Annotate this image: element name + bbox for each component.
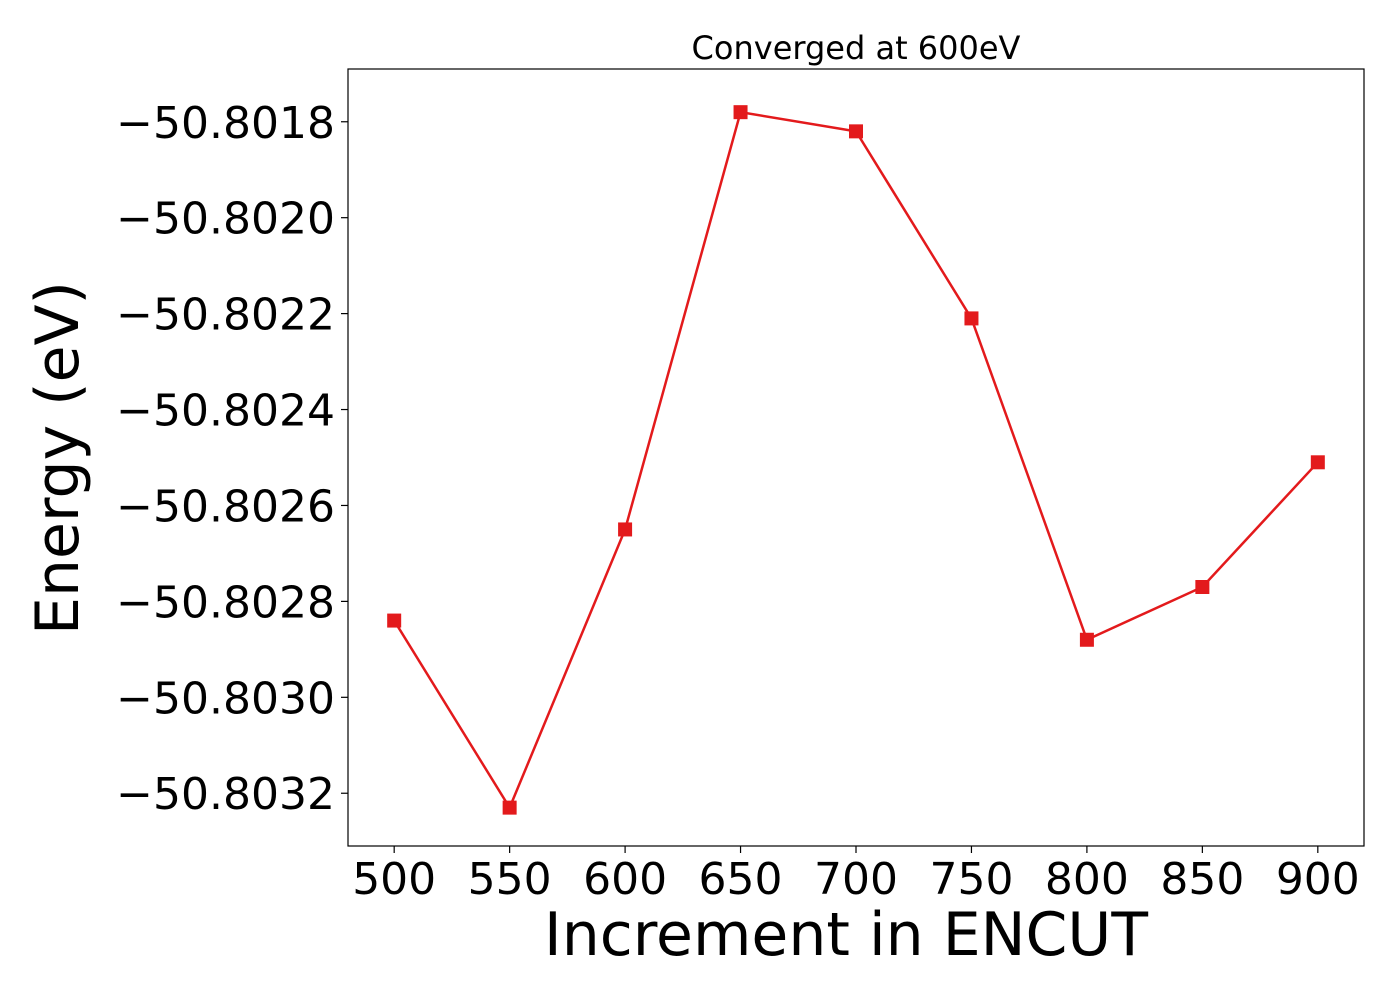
plot-frame [347, 68, 1365, 847]
x-tick-label: 500 [352, 854, 436, 905]
x-axis-ticks: 500 550 600 650 700 750 800 850 900 [352, 846, 1360, 905]
x-tick-label: 650 [699, 854, 783, 905]
data-point-marker [1079, 632, 1094, 647]
data-series [387, 105, 1325, 815]
y-tick-label: −50.8022 [116, 290, 335, 341]
x-tick-label: 550 [468, 854, 552, 905]
data-point-marker [387, 613, 402, 628]
y-axis-label: Energy (eV) [23, 281, 93, 635]
data-point-marker [502, 800, 517, 815]
y-tick-label: −50.8026 [116, 481, 335, 532]
y-tick-label: −50.8028 [116, 577, 335, 628]
x-axis-label: Increment in ENCUT [544, 900, 1148, 970]
x-tick-label: 750 [929, 854, 1013, 905]
y-axis-ticks: −50.8018 −50.8020 −50.8022 −50.8024 −50.8026… [116, 98, 348, 820]
y-tick-label: −50.8020 [116, 194, 335, 245]
y-tick-label: −50.8024 [116, 386, 335, 437]
data-point-marker [1195, 580, 1210, 594]
data-point-marker [618, 522, 633, 537]
x-tick-label: 850 [1160, 854, 1244, 905]
data-point-marker [964, 311, 979, 326]
x-tick-label: 700 [814, 854, 898, 905]
x-tick-label: 800 [1045, 854, 1129, 905]
data-point-marker [733, 105, 748, 120]
y-tick-label: −50.8030 [116, 673, 335, 724]
data-point-marker [849, 124, 863, 139]
y-tick-label: −50.8032 [116, 769, 335, 820]
y-tick-label: −50.8018 [116, 98, 335, 149]
x-tick-label: 600 [583, 854, 667, 905]
x-tick-label: 900 [1276, 854, 1360, 905]
data-point-marker [1310, 455, 1325, 470]
chart-title: Converged at 600eV [692, 29, 1021, 67]
series-line [393, 110, 1319, 811]
